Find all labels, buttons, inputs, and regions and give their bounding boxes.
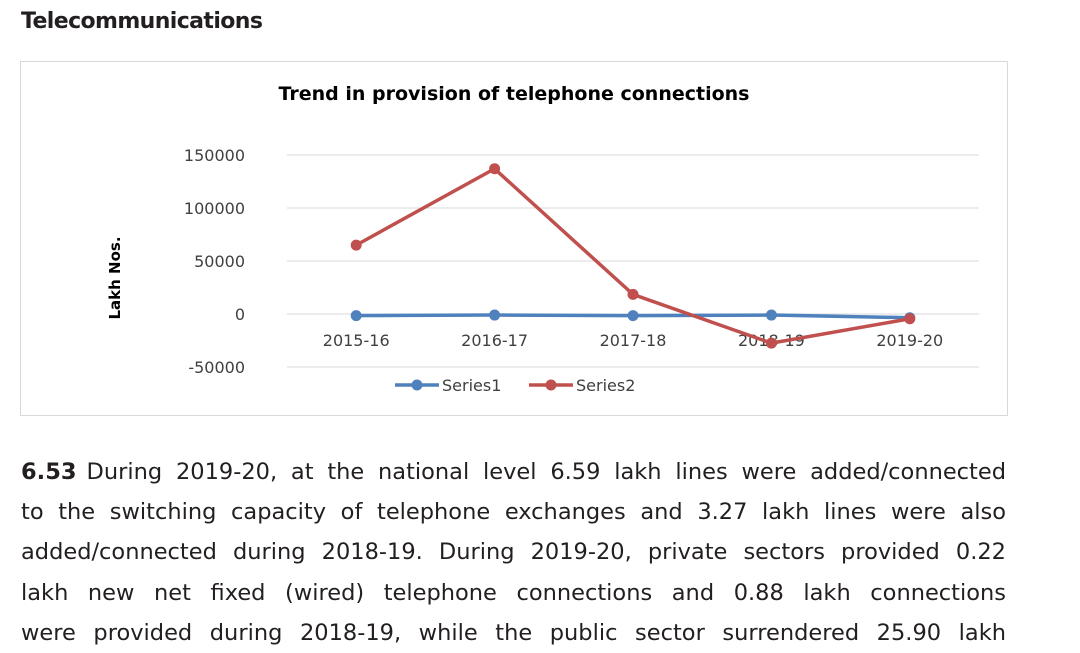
series-layer [350, 163, 916, 349]
y-axis-title: Lakh Nos. [106, 236, 124, 319]
paragraph-line-1: 6.53 During 2019-20, at the national leve… [21, 452, 1006, 492]
legend-marker [545, 379, 557, 391]
data-point [765, 309, 777, 321]
data-point [765, 337, 777, 349]
paragraph-line-2: to the switching capacity of telephone e… [21, 499, 1006, 526]
legend-marker [411, 379, 423, 391]
y-tick-label: 150000 [184, 146, 245, 165]
x-tick-label: 2015-16 [323, 331, 390, 350]
paragraph-line-1-text: During 2019-20, at the national level 6.… [86, 459, 1006, 485]
y-tick-label: -50000 [188, 358, 245, 377]
line-chart: Trend in provision of telephone connecti… [106, 83, 979, 395]
legend-item: Series2 [529, 376, 635, 395]
paragraph-line-4: lakh new net fixed (wired) telephone con… [21, 579, 1006, 606]
series-2 [350, 163, 916, 349]
chart-frame: Trend in provision of telephone connecti… [20, 61, 1008, 416]
legend-item: Series1 [395, 376, 501, 395]
paragraph-number: 6.53 [21, 459, 77, 485]
paragraph-line-3: added/connected during 2018-19. During 2… [21, 539, 1006, 566]
data-point [489, 309, 501, 321]
chart-title: Trend in provision of telephone connecti… [279, 83, 750, 105]
legend: Series1 Series2 [395, 376, 635, 395]
data-point [350, 239, 362, 251]
series-1 [350, 309, 916, 324]
x-tick-label: 2016-17 [461, 331, 528, 350]
section-heading: Telecommunications [21, 9, 263, 34]
data-point [627, 310, 639, 322]
data-point [627, 288, 639, 300]
y-tick-label: 50000 [194, 252, 245, 271]
data-point [489, 163, 501, 175]
legend-label: Series1 [442, 376, 501, 395]
legend-label: Series2 [576, 376, 635, 395]
paragraph-line-5: were provided during 2018-19, while the … [21, 619, 1006, 646]
paragraph-6-53: 6.53 During 2019-20, at the national leve… [21, 452, 1006, 653]
data-point [904, 313, 916, 325]
y-tick-label: 100000 [184, 199, 245, 218]
data-point [350, 310, 362, 322]
y-axis-ticks: 150000 100000 50000 0 -50000 [184, 146, 245, 377]
x-tick-label: 2019-20 [876, 331, 943, 350]
x-tick-label: 2017-18 [600, 331, 667, 350]
y-tick-label: 0 [235, 305, 245, 324]
